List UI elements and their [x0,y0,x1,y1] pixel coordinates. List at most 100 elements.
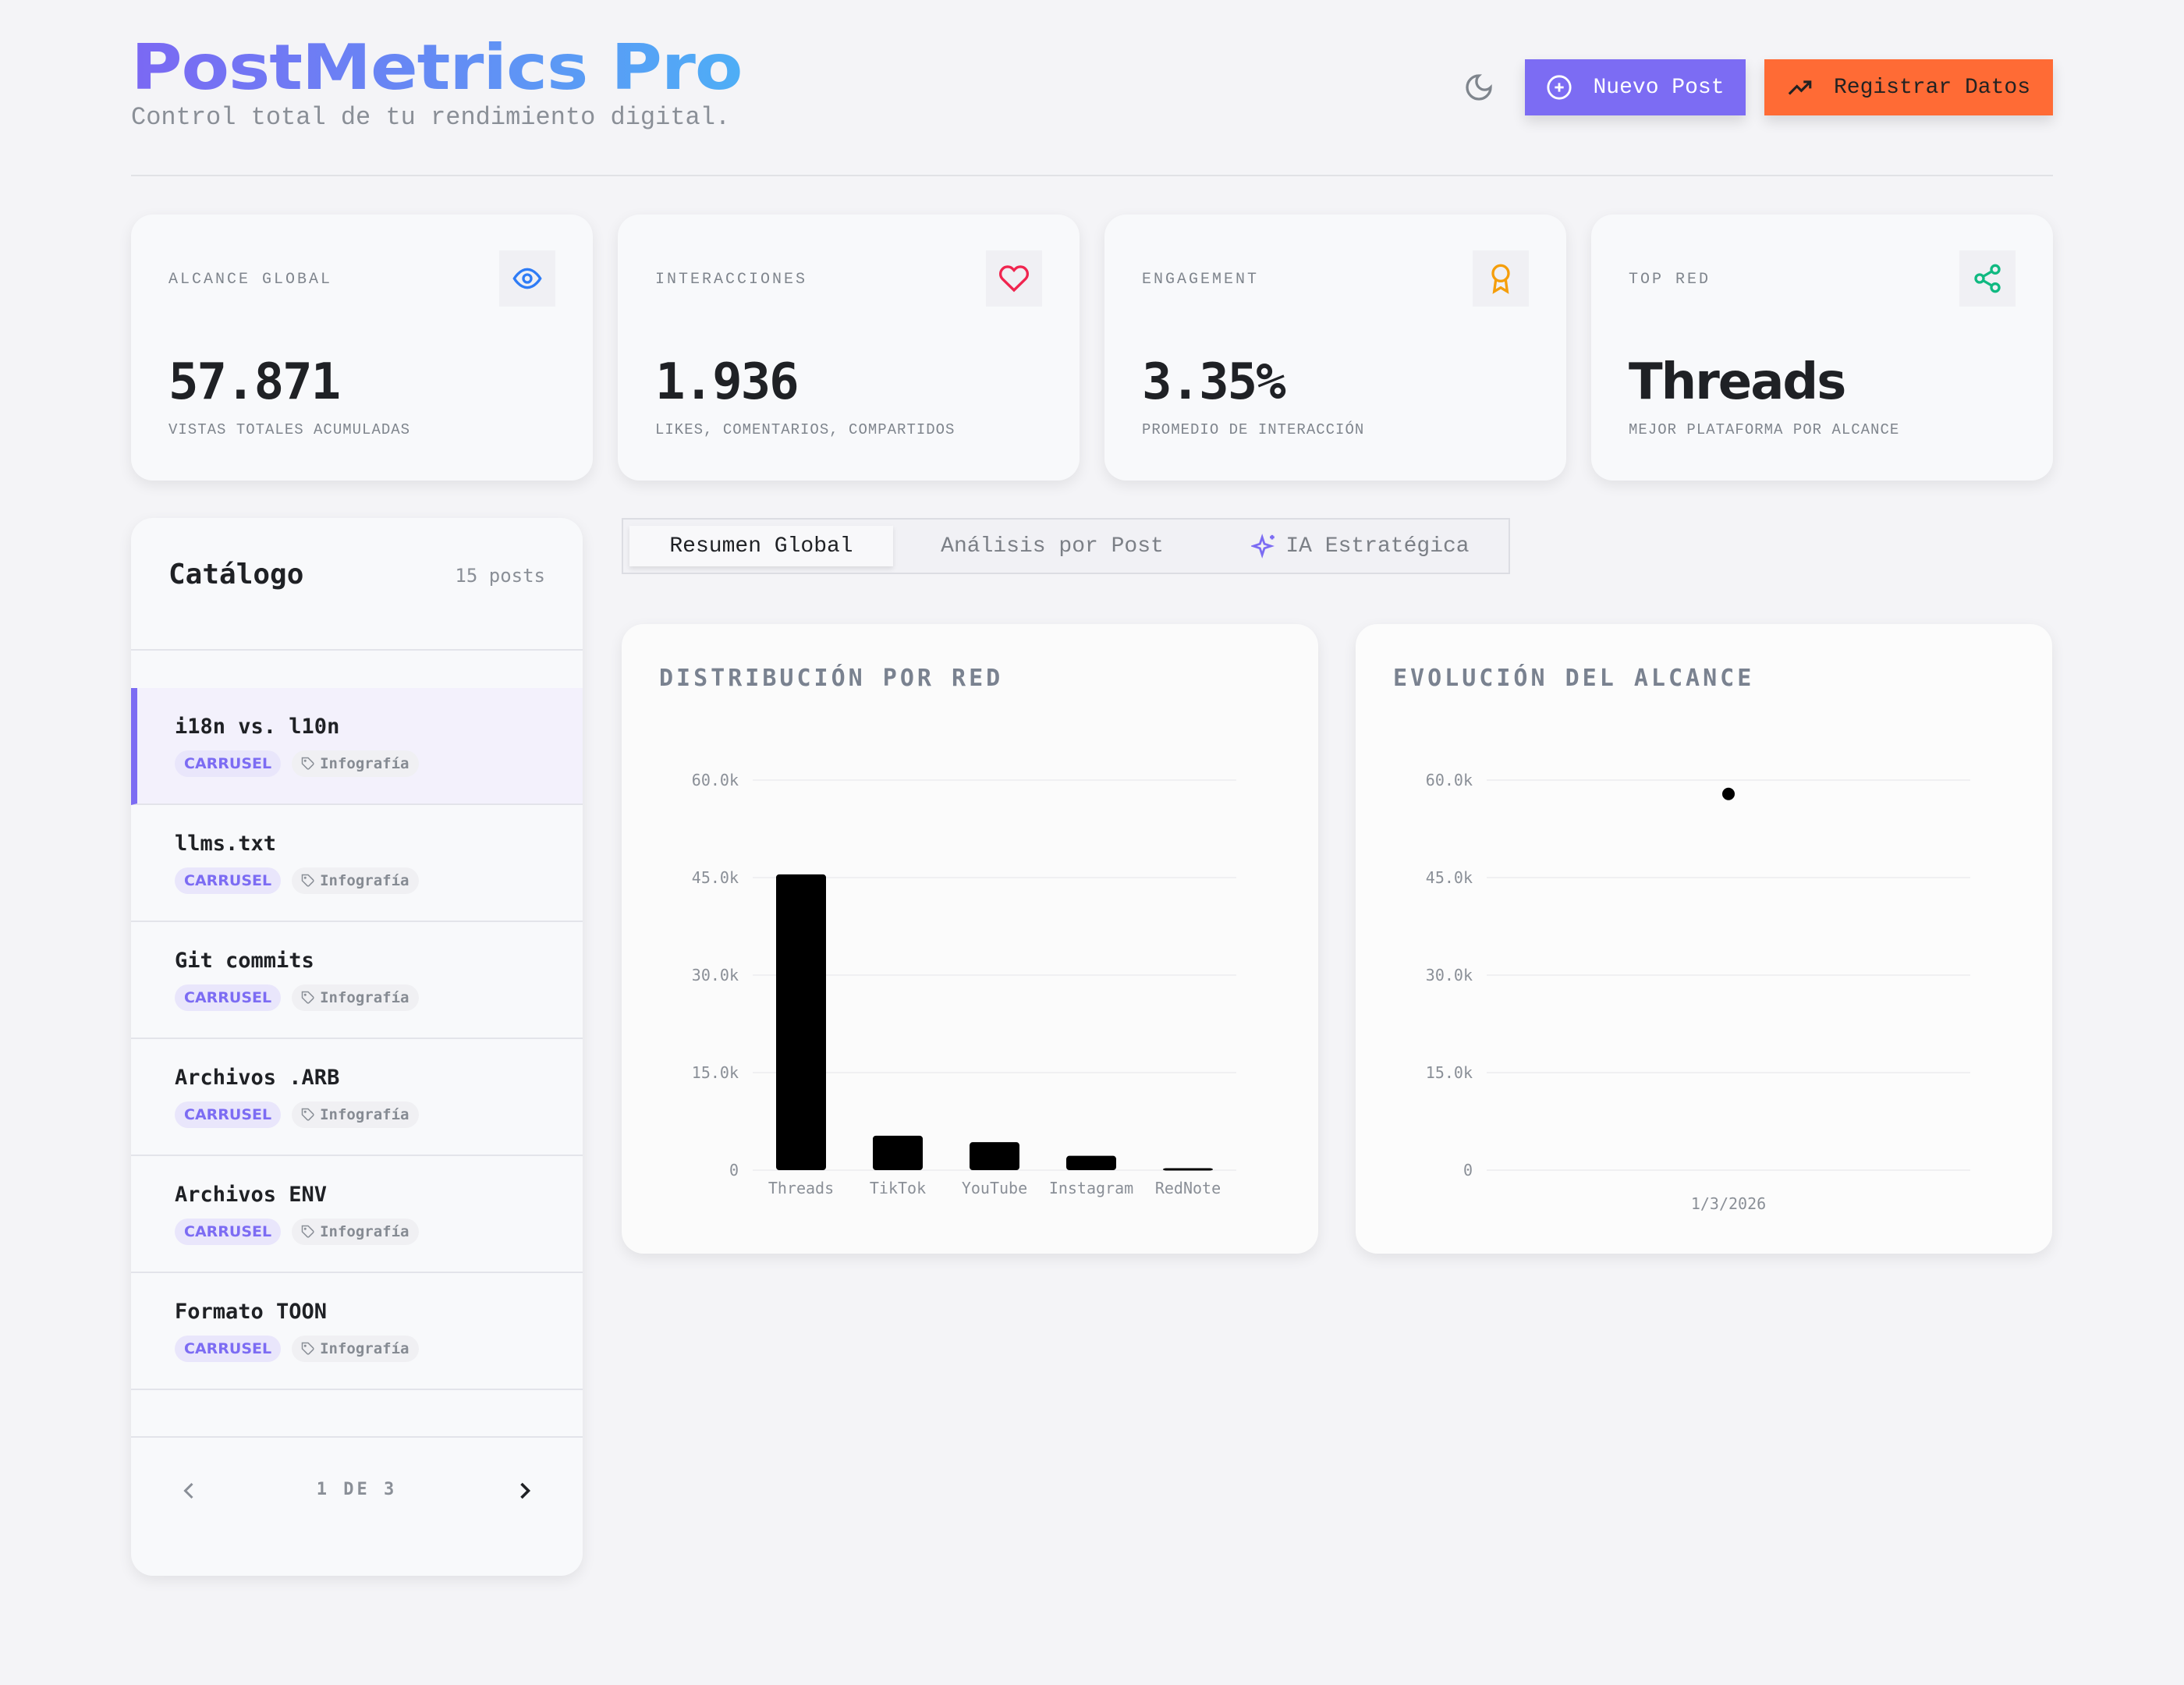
tag-icon [301,1225,314,1238]
new-post-label: Nuevo Post [1593,75,1725,100]
tag-icon [301,1342,314,1355]
catalog-count: 15 posts [455,565,545,587]
y-tick-label: 45.0k [692,868,739,887]
format-badge: CARRUSEL [175,1219,282,1245]
award-icon [1473,250,1529,307]
category-badge: Infografía [292,1336,419,1362]
register-data-button[interactable]: Registrar Datos [1764,59,2053,115]
category-label: Infografía [320,1340,410,1357]
tab-label: Análisis por Post [941,534,1164,559]
pagination: 1 DE 3 [131,1438,583,1576]
tag-icon [301,757,314,770]
tab-analisis-por-post[interactable]: Análisis por Post [904,526,1200,566]
category-label: Infografía [320,989,410,1006]
category-badge: Infografía [292,1101,419,1128]
y-tick-label: 30.0k [692,966,739,984]
page-indicator: 1 DE 3 [316,1480,398,1499]
new-post-button[interactable]: Nuevo Post [1525,59,1746,115]
category-label: Infografía [320,755,410,772]
catalog-item[interactable]: Archivos ENV CARRUSEL Infografía [131,1156,583,1273]
stat-card-interactions: INTERACCIONES 1.936 LIKES, COMENTARIOS, … [618,215,1080,481]
catalog-item[interactable]: Archivos .ARB CARRUSEL Infografía [131,1039,583,1156]
stat-card-engagement: ENGAGEMENT 3.35% PROMEDIO DE INTERACCIÓN [1104,215,1566,481]
sparkles-icon [1251,534,1275,559]
y-tick-label: 15.0k [1426,1063,1473,1082]
stat-label: ALCANCE GLOBAL [168,271,333,289]
y-tick-label: 0 [729,1161,739,1180]
catalog-item[interactable]: llms.txt CARRUSEL Infografía [131,805,583,922]
y-tick-label: 45.0k [1426,868,1473,887]
tag-icon [301,874,314,887]
chart-title: EVOLUCIÓN DEL ALCANCE [1393,665,1755,692]
y-tick-label: 60.0k [692,771,739,789]
category-label: Infografía [320,1223,410,1240]
catalog-divider [131,649,583,651]
x-tick-label: TikTok [870,1179,926,1197]
tag-icon [301,991,314,1004]
stat-caption: PROMEDIO DE INTERACCIÓN [1142,421,1365,438]
share-icon [1959,250,2016,307]
stat-card-top-network: TOP RED Threads MEJOR PLATAFORMA POR ALC… [1591,215,2053,481]
chart-title: DISTRIBUCIÓN POR RED [659,665,1004,692]
category-badge: Infografía [292,750,419,777]
post-title: Formato TOON [175,1300,328,1324]
reach-evolution-chart: 0 15.0k 30.0k 45.0k 60.0k 1/3/2026 EVOLUCIÓN … [1356,624,2052,1254]
post-title: Archivos .ARB [175,1066,340,1090]
stat-value: Threads [1629,353,1846,411]
register-data-label: Registrar Datos [1833,75,2031,100]
category-badge: Infografía [292,984,419,1011]
stat-caption: MEJOR PLATAFORMA POR ALCANCE [1629,421,1900,438]
x-tick-label: Threads [768,1179,834,1197]
bar-youtube [970,1142,1019,1170]
post-title: i18n vs. l10n [175,715,340,739]
y-tick-label: 60.0k [1426,771,1473,789]
eye-icon [499,250,555,307]
stat-value: 1.936 [655,353,800,411]
x-tick-label: Instagram [1049,1179,1133,1197]
data-point [1722,787,1735,800]
tab-resumen-global[interactable]: Resumen Global [629,526,893,566]
trending-up-icon [1788,80,1812,95]
catalog-divider [131,1436,583,1438]
x-tick-label: 1/3/2026 [1691,1194,1766,1213]
post-title: Archivos ENV [175,1183,328,1207]
format-badge: CARRUSEL [175,867,282,894]
catalog-item[interactable]: Formato TOON CARRUSEL Infografía [131,1273,583,1390]
catalog-title: Catálogo [168,559,304,591]
stat-value: 57.871 [168,353,341,411]
header-divider [131,175,2053,176]
plus-circle-icon [1547,75,1572,100]
y-tick-label: 15.0k [692,1063,739,1082]
tab-ia-estrategica[interactable]: IA Estratégica [1216,526,1505,566]
stat-label: INTERACCIONES [655,271,808,289]
y-tick-label: 0 [1463,1161,1473,1180]
x-tick-label: YouTube [962,1179,1027,1197]
stat-label: ENGAGEMENT [1142,271,1260,289]
stat-caption: LIKES, COMENTARIOS, COMPARTIDOS [655,421,956,438]
y-tick-label: 30.0k [1426,966,1473,984]
format-badge: CARRUSEL [175,750,282,777]
post-title: llms.txt [175,832,277,856]
tab-label: Resumen Global [669,534,853,559]
catalog-item[interactable]: i18n vs. l10n CARRUSEL Infografía [131,688,583,805]
bar-tiktok [873,1135,923,1170]
format-badge: CARRUSEL [175,984,282,1011]
catalog-item[interactable]: Git commits CARRUSEL Infografía [131,922,583,1039]
view-tabs: Resumen Global Análisis por Post IA Estr… [622,518,1510,574]
chevron-right-icon[interactable] [511,1477,539,1505]
stat-card-reach: ALCANCE GLOBAL 57.871 VISTAS TOTALES ACU… [131,215,593,481]
moon-icon[interactable] [1463,72,1494,103]
category-badge: Infografía [292,867,419,894]
app-subtitle: Control total de tu rendimiento digital. [131,103,731,132]
chevron-left-icon[interactable] [175,1477,203,1505]
bar-rednote [1163,1168,1213,1171]
tag-icon [301,1108,314,1121]
category-badge: Infografía [292,1219,419,1245]
tab-label: IA Estratégica [1285,534,1470,559]
post-title: Git commits [175,949,314,973]
format-badge: CARRUSEL [175,1336,282,1362]
catalog-panel: Catálogo 15 posts i18n vs. l10n CARRUSEL… [131,518,583,1576]
bar-threads [776,874,826,1170]
stat-caption: VISTAS TOTALES ACUMULADAS [168,421,411,438]
stat-value: 3.35% [1142,353,1286,411]
